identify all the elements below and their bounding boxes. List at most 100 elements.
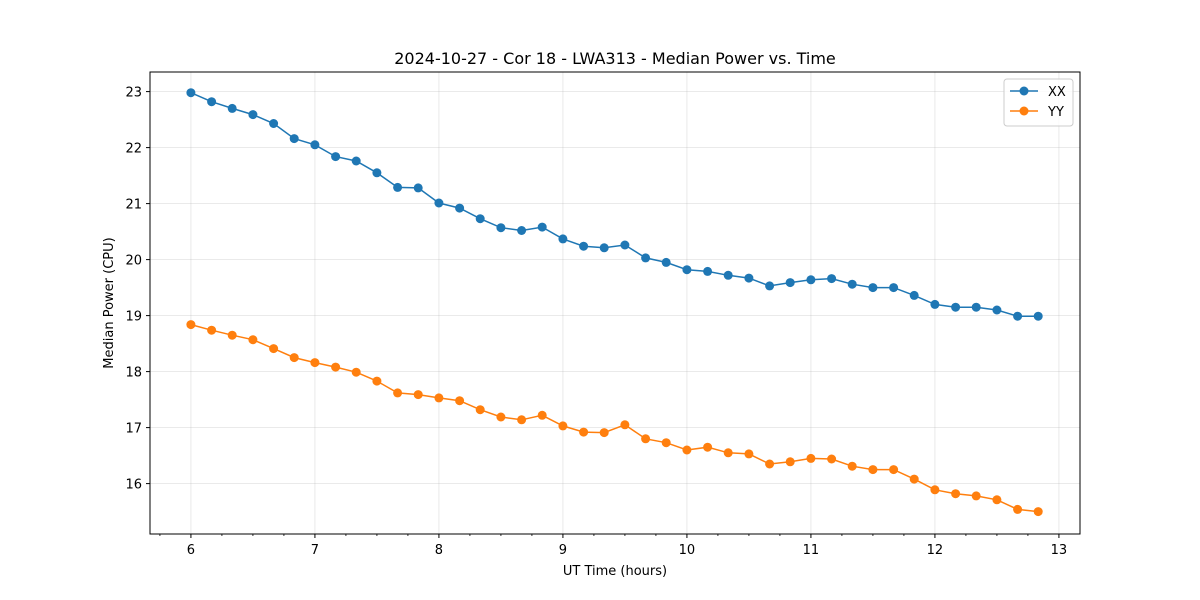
- data-point-yy: [723, 448, 733, 458]
- chart-title: 2024-10-27 - Cor 18 - LWA313 - Median Po…: [394, 49, 836, 68]
- data-point-xx: [537, 222, 547, 232]
- data-point-xx: [641, 253, 651, 263]
- data-point-xx: [496, 223, 506, 233]
- data-point-yy: [413, 390, 423, 400]
- x-tick-label: 11: [803, 543, 820, 558]
- data-point-yy: [930, 485, 940, 495]
- y-tick-label: 21: [125, 198, 142, 213]
- legend-label-xx: XX: [1048, 85, 1066, 100]
- data-point-xx: [579, 241, 589, 251]
- data-point-xx: [207, 97, 217, 107]
- data-point-xx: [723, 270, 733, 280]
- data-point-yy: [765, 459, 775, 469]
- data-point-yy: [785, 457, 795, 467]
- legend: XX YY: [1003, 78, 1074, 127]
- data-point-xx: [434, 198, 444, 208]
- y-axis-label: Median Power (CPU): [102, 237, 117, 368]
- data-point-xx: [1033, 311, 1043, 321]
- data-point-xx: [765, 281, 775, 291]
- data-point-yy: [951, 489, 961, 499]
- data-point-xx: [682, 265, 692, 275]
- data-point-xx: [310, 140, 320, 150]
- x-tick-label: 13: [1051, 543, 1068, 558]
- plot-frame: [149, 71, 1081, 535]
- data-point-xx: [620, 240, 630, 250]
- data-point-xx: [806, 275, 816, 285]
- grid: [150, 72, 1080, 534]
- data-point-xx: [248, 110, 258, 120]
- data-point-yy: [331, 362, 341, 372]
- y-tick-label: 22: [125, 142, 142, 157]
- data-point-yy: [992, 495, 1002, 505]
- data-point-yy: [351, 367, 361, 377]
- data-point-xx: [847, 279, 857, 289]
- data-point-yy: [289, 353, 299, 363]
- data-point-xx: [992, 305, 1002, 315]
- x-tick-label: 10: [679, 543, 696, 558]
- data-point-xx: [951, 302, 961, 312]
- data-point-xx: [1013, 311, 1023, 321]
- data-point-yy: [372, 376, 382, 386]
- data-point-xx: [331, 152, 341, 162]
- data-point-yy: [599, 428, 609, 438]
- y-tick-label: 18: [125, 366, 142, 381]
- data-point-xx: [868, 283, 878, 293]
- data-point-xx: [785, 278, 795, 288]
- data-point-yy: [703, 442, 713, 452]
- data-point-yy: [248, 335, 258, 345]
- data-point-xx: [227, 103, 237, 113]
- series-group: [186, 88, 1043, 517]
- data-point-yy: [393, 388, 403, 398]
- data-point-yy: [661, 438, 671, 448]
- x-tick-label: 8: [435, 543, 443, 558]
- data-point-xx: [393, 182, 403, 192]
- y-tick-label: 16: [125, 478, 142, 493]
- legend-marker-yy: [1019, 106, 1029, 116]
- data-point-xx: [269, 119, 279, 128]
- data-point-xx: [517, 226, 527, 235]
- data-point-yy: [1033, 507, 1043, 517]
- data-point-yy: [620, 420, 630, 430]
- y-tick-label: 23: [125, 86, 142, 101]
- data-point-yy: [847, 461, 857, 471]
- data-point-xx: [372, 168, 382, 178]
- data-point-xx: [909, 290, 919, 300]
- data-point-yy: [682, 445, 692, 455]
- data-point-yy: [909, 474, 919, 484]
- x-axis-label: UT Time (hours): [563, 564, 667, 579]
- data-point-xx: [889, 283, 899, 293]
- x-tick-label: 12: [927, 543, 944, 558]
- data-point-yy: [496, 412, 506, 422]
- y-tick-label: 20: [125, 254, 142, 269]
- y-tick-label: 19: [125, 310, 142, 325]
- axis-ticks: 6 7 8 9 10 11 12 13 16 17 18 19 20 21 22 23: [125, 86, 1067, 558]
- data-point-yy: [310, 358, 320, 368]
- data-point-xx: [558, 234, 568, 244]
- legend-label-yy: YY: [1047, 105, 1064, 120]
- legend-marker-xx: [1019, 86, 1029, 96]
- x-tick-label: 7: [311, 543, 319, 558]
- data-point-yy: [434, 393, 444, 403]
- data-point-yy: [227, 330, 237, 340]
- data-point-yy: [269, 344, 279, 354]
- data-point-yy: [558, 421, 568, 431]
- x-tick-label: 6: [187, 543, 195, 558]
- data-point-yy: [971, 491, 981, 501]
- data-point-yy: [517, 415, 527, 425]
- data-point-yy: [186, 320, 196, 330]
- data-point-yy: [889, 465, 899, 475]
- data-point-xx: [971, 302, 981, 312]
- data-point-xx: [599, 243, 609, 253]
- data-point-yy: [537, 410, 547, 420]
- data-point-yy: [806, 453, 816, 463]
- data-point-xx: [413, 183, 423, 193]
- data-point-yy: [868, 465, 878, 475]
- x-tick-label: 9: [559, 543, 567, 558]
- data-point-xx: [661, 257, 671, 267]
- data-point-yy: [1013, 504, 1023, 514]
- data-point-yy: [475, 405, 485, 415]
- data-point-yy: [641, 434, 651, 444]
- data-point-xx: [186, 88, 196, 98]
- data-point-xx: [703, 266, 713, 276]
